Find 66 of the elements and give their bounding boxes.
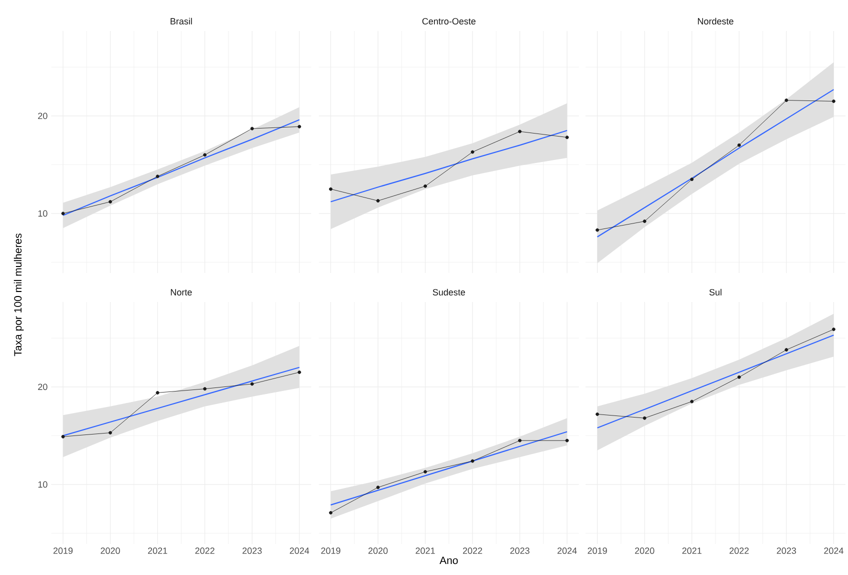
point <box>565 136 569 140</box>
point <box>690 400 694 404</box>
point <box>832 328 836 332</box>
chart-title: Centro-Oeste <box>422 18 476 24</box>
point <box>596 412 600 416</box>
x-tick-label: 2024 <box>558 548 577 554</box>
point <box>565 438 569 442</box>
point <box>250 126 254 130</box>
point <box>642 220 646 223</box>
x-tick-label: 2023 <box>242 548 262 554</box>
point <box>156 391 160 394</box>
point <box>737 143 741 147</box>
point <box>832 100 836 103</box>
x-tick-label: 2019 <box>53 548 73 554</box>
y-axis-title: Taxa por 100 mil mulheres <box>14 234 24 356</box>
point <box>784 348 788 352</box>
point <box>784 98 788 102</box>
chart-title: Nordeste <box>698 18 734 24</box>
point <box>470 150 474 154</box>
point <box>690 178 694 182</box>
point <box>424 470 427 474</box>
point <box>737 375 741 379</box>
point <box>203 387 207 391</box>
x-tick-label: 2024 <box>290 548 310 554</box>
chart-title: Sudeste <box>432 288 466 296</box>
point <box>108 200 112 204</box>
x-tick-label: 2020 <box>635 548 654 554</box>
point <box>642 416 646 420</box>
point <box>329 511 332 514</box>
point <box>61 434 65 438</box>
point <box>298 124 302 128</box>
point <box>61 212 65 216</box>
point <box>156 174 160 178</box>
chart-title: Brasil <box>170 18 192 24</box>
x-tick-label: 2023 <box>776 548 796 554</box>
x-tick-label: 2020 <box>100 548 120 554</box>
point <box>424 184 427 188</box>
point <box>470 459 474 463</box>
chart-title: Norte <box>170 289 192 296</box>
point <box>329 187 332 191</box>
x-axis-title: Ano <box>440 556 458 564</box>
x-tick-label: 2021 <box>148 548 168 554</box>
x-tick-label: 2019 <box>321 548 340 554</box>
y-tick-label: 20 <box>38 384 48 390</box>
x-tick-label: 2022 <box>730 548 749 554</box>
point <box>203 153 207 157</box>
point <box>518 130 522 134</box>
point <box>376 199 380 203</box>
point <box>250 382 254 386</box>
x-tick-label: 2020 <box>368 548 388 554</box>
y-tick-label: 10 <box>38 481 48 488</box>
x-tick-label: 2021 <box>682 548 702 554</box>
point <box>298 370 302 374</box>
x-tick-label: 2022 <box>195 548 214 554</box>
point <box>108 431 112 434</box>
x-tick-label: 2019 <box>588 548 607 554</box>
point <box>596 228 600 232</box>
x-tick-label: 2022 <box>462 548 482 554</box>
x-tick-label: 2023 <box>510 548 530 554</box>
chart-title: Sul <box>709 288 722 296</box>
point <box>518 438 522 442</box>
y-tick-label: 20 <box>38 112 48 120</box>
x-tick-label: 2024 <box>824 548 844 554</box>
point <box>376 486 380 490</box>
y-tick-label: 10 <box>38 210 48 217</box>
x-tick-label: 2021 <box>416 548 435 554</box>
